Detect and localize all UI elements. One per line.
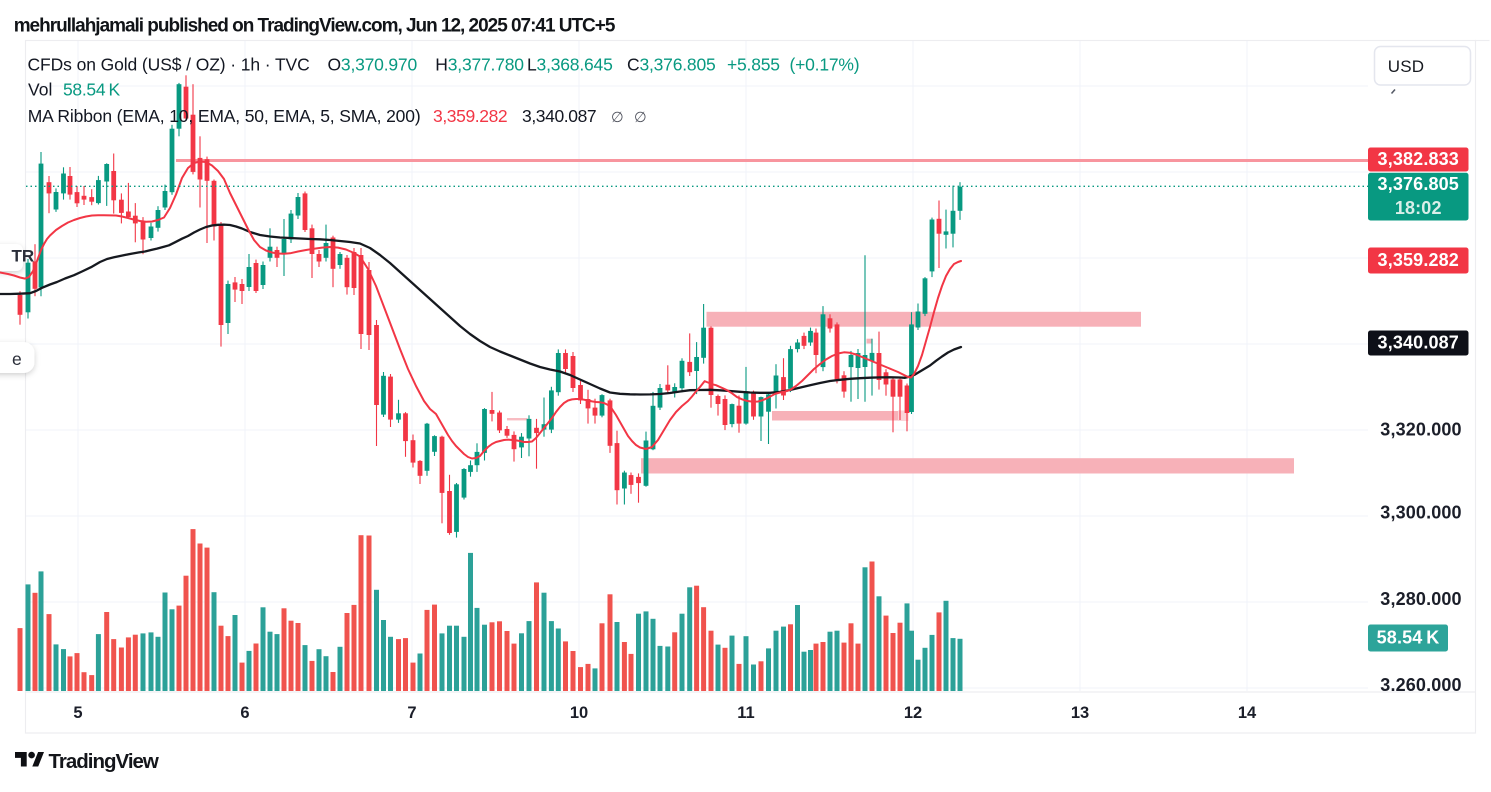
svg-text:3,340.087: 3,340.087: [522, 106, 596, 126]
svg-text:11: 11: [737, 704, 754, 722]
svg-text:18:02: 18:02: [1395, 198, 1442, 218]
svg-text:3,359.282: 3,359.282: [433, 106, 507, 126]
svg-text:7: 7: [407, 704, 416, 722]
svg-text:3,280.000: 3,280.000: [1380, 589, 1461, 609]
svg-text:12: 12: [904, 704, 922, 722]
svg-text:58.54 K: 58.54 K: [63, 80, 120, 100]
svg-text:10: 10: [570, 704, 588, 722]
svg-text:CFDs on Gold (US$ / OZ) · 1h ·: CFDs on Gold (US$ / OZ) · 1h · TVC: [28, 54, 310, 74]
svg-text:3,359.282: 3,359.282: [1378, 250, 1459, 270]
svg-text:6: 6: [240, 704, 249, 722]
svg-text:e: e: [12, 349, 22, 369]
svg-text:∅: ∅: [634, 110, 647, 126]
svg-text:3,376.805: 3,376.805: [1378, 174, 1459, 194]
svg-text:3,320.000: 3,320.000: [1380, 420, 1461, 440]
svg-text:3,300.000: 3,300.000: [1380, 503, 1461, 523]
svg-text:3,340.087: 3,340.087: [1378, 333, 1459, 353]
svg-text:3,382.833: 3,382.833: [1378, 149, 1459, 169]
svg-text:TradingView: TradingView: [49, 750, 159, 773]
svg-text:58.54 K: 58.54 K: [1377, 628, 1440, 648]
svg-text:∅: ∅: [611, 110, 624, 126]
svg-text:14: 14: [1238, 704, 1257, 722]
svg-text:3.260.000: 3.260.000: [1380, 675, 1461, 695]
svg-text:13: 13: [1071, 704, 1089, 722]
svg-text:MA Ribbon (EMA, 10, EMA, 50, E: MA Ribbon (EMA, 10, EMA, 50, EMA, 5, SMA…: [28, 106, 421, 126]
svg-text:Vol: Vol: [28, 80, 52, 100]
svg-text:mehrullahjamali published on T: mehrullahjamali published on TradingView…: [14, 16, 616, 37]
svg-text:USD: USD: [1388, 57, 1425, 76]
svg-text:5: 5: [73, 704, 82, 722]
svg-text:TR: TR: [12, 247, 35, 266]
